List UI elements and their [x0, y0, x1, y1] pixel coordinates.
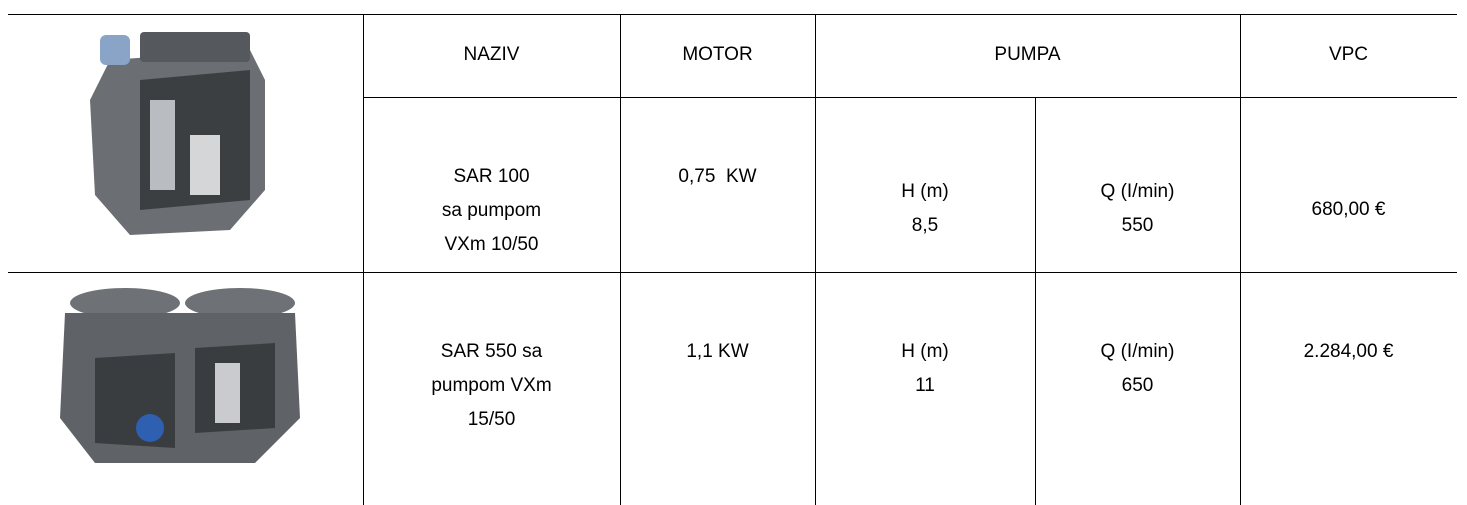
cell-line: 650: [1035, 369, 1240, 403]
cell-line: SAR 550 sa: [363, 335, 620, 369]
cell-line: H (m): [815, 175, 1035, 209]
cell-line: 8,5: [815, 209, 1035, 243]
cell: 1,1 KW: [620, 335, 815, 369]
cell-line: VXm 10/50: [363, 228, 620, 262]
cell-line: H (m): [815, 335, 1035, 369]
product-image: [55, 278, 305, 478]
header-cell: NAZIV: [363, 38, 620, 72]
header-cell: MOTOR: [620, 38, 815, 72]
border: [363, 97, 1457, 98]
cell-line: SAR 100: [363, 160, 620, 194]
cell-line: sa pumpom: [363, 194, 620, 228]
cell-line: 550: [1035, 209, 1240, 243]
cell: 2.284,00 €: [1240, 335, 1457, 369]
page: NAZIV MOTOR PUMPA VPC SAR 100 sa pumpom …: [0, 0, 1467, 505]
cell: 0,75 KW: [620, 160, 815, 194]
cell-line: 15/50: [363, 403, 620, 437]
border: [620, 14, 621, 505]
border: [1240, 14, 1241, 505]
cell-line: pumpom VXm: [363, 369, 620, 403]
border: [815, 14, 816, 505]
header-cell: PUMPA: [815, 38, 1240, 72]
header-cell: VPC: [1240, 38, 1457, 72]
cell-line: 11: [815, 369, 1035, 403]
cell-line: Q (I/min): [1035, 175, 1240, 209]
product-image: [80, 20, 280, 250]
border: [1035, 97, 1036, 505]
cell-line: Q (I/min): [1035, 335, 1240, 369]
cell: 680,00 €: [1240, 193, 1457, 227]
